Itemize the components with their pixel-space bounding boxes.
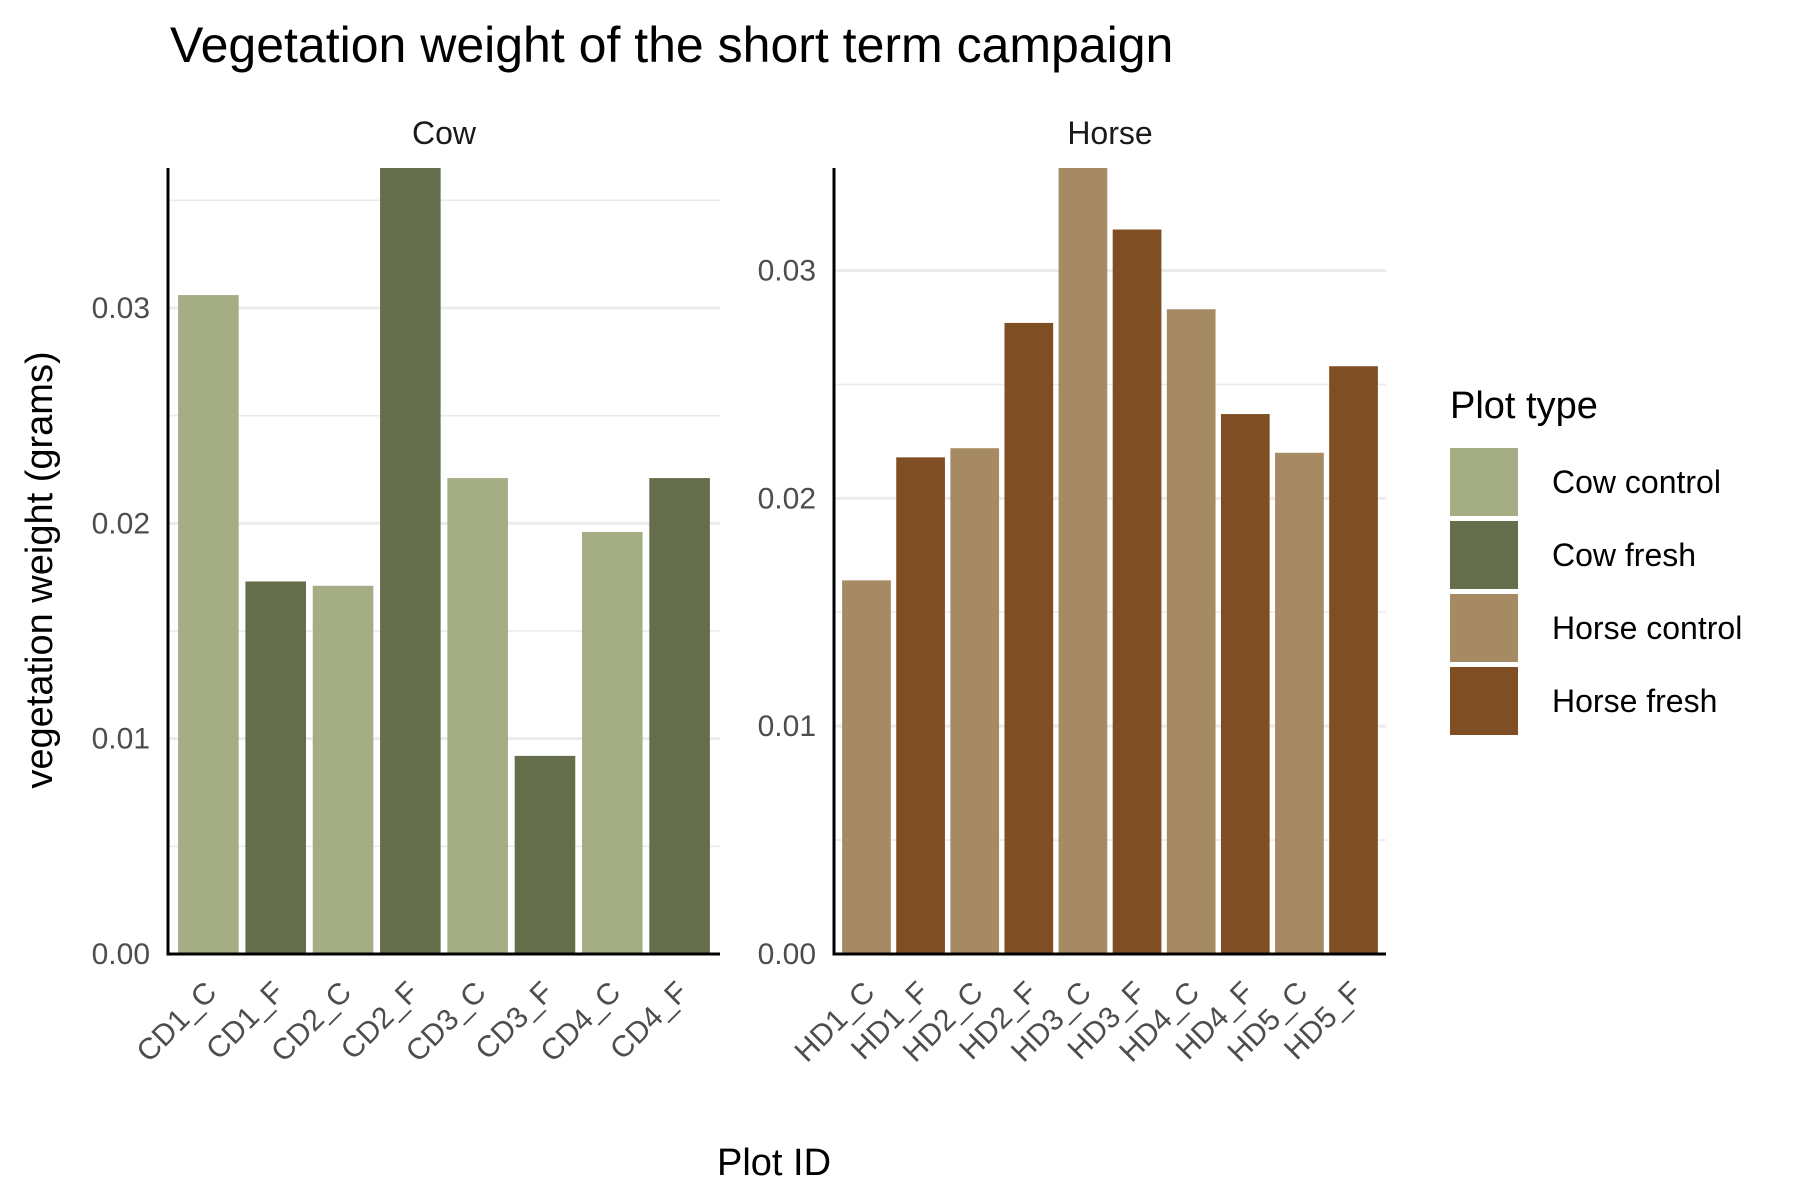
legend: Plot type Cow control Cow fresh Horse cont… xyxy=(1450,385,1742,735)
y-tick-label: 0.01 xyxy=(758,710,816,743)
legend-label: Horse control xyxy=(1552,610,1742,646)
y-tick-label: 0.00 xyxy=(92,938,150,971)
bar-hd3-f xyxy=(1112,229,1162,954)
bar-hd1-f xyxy=(896,457,945,954)
facet-horse: Horse0.000.010.020.03HD1_CHD1_FHD2_CHD2_… xyxy=(758,115,1386,1069)
legend-swatch-horse-control xyxy=(1450,594,1518,662)
legend-swatch-cow-control xyxy=(1450,448,1518,516)
y-tick-label: 0.02 xyxy=(758,482,816,515)
bar-hd4-c xyxy=(1166,309,1216,954)
bar-cd2-c xyxy=(312,585,374,954)
y-tick-label: 0.03 xyxy=(758,255,816,288)
y-tick-label: 0.02 xyxy=(92,507,150,540)
legend-label: Cow fresh xyxy=(1552,537,1696,573)
bar-cd3-c xyxy=(447,478,508,954)
bar-cd1-f xyxy=(245,581,306,954)
bar-hd3-c xyxy=(1058,168,1108,954)
bar-hd2-c xyxy=(950,448,1000,954)
facet-label-cow: Cow xyxy=(412,115,477,151)
bar-hd5-c xyxy=(1275,452,1324,954)
chart-title: Vegetation weight of the short term camp… xyxy=(170,17,1173,73)
y-tick-label: 0.03 xyxy=(92,292,150,325)
bar-hd5-f xyxy=(1329,366,1378,954)
y-tick-label: 0.01 xyxy=(92,723,150,756)
bar-hd1-c xyxy=(842,580,891,954)
x-axis-title: Plot ID xyxy=(717,1142,831,1184)
bar-cd4-c xyxy=(582,531,643,954)
bar-cd2-f xyxy=(380,168,441,954)
facet-label-horse: Horse xyxy=(1067,115,1152,151)
facet-cow: Cow0.000.010.020.03CD1_CCD1_FCD2_CCD2_FC… xyxy=(92,115,720,1069)
legend-title: Plot type xyxy=(1450,385,1598,427)
y-tick-label: 0.00 xyxy=(758,938,816,971)
legend-label: Horse fresh xyxy=(1552,683,1717,719)
bar-cd3-f xyxy=(514,755,576,954)
bar-hd4-f xyxy=(1220,414,1270,954)
bar-cd1-c xyxy=(178,295,239,954)
x-tick-label: CD1_C xyxy=(130,976,223,1069)
legend-label: Cow control xyxy=(1552,464,1721,500)
legend-swatch-cow-fresh xyxy=(1450,521,1518,589)
bar-cd4-f xyxy=(649,478,710,954)
bar-hd2-f xyxy=(1004,322,1054,954)
x-tick-label: CD4_F xyxy=(604,976,695,1067)
y-axis-title: vegetation weight (grams) xyxy=(19,351,61,788)
legend-swatch-horse-fresh xyxy=(1450,667,1518,735)
